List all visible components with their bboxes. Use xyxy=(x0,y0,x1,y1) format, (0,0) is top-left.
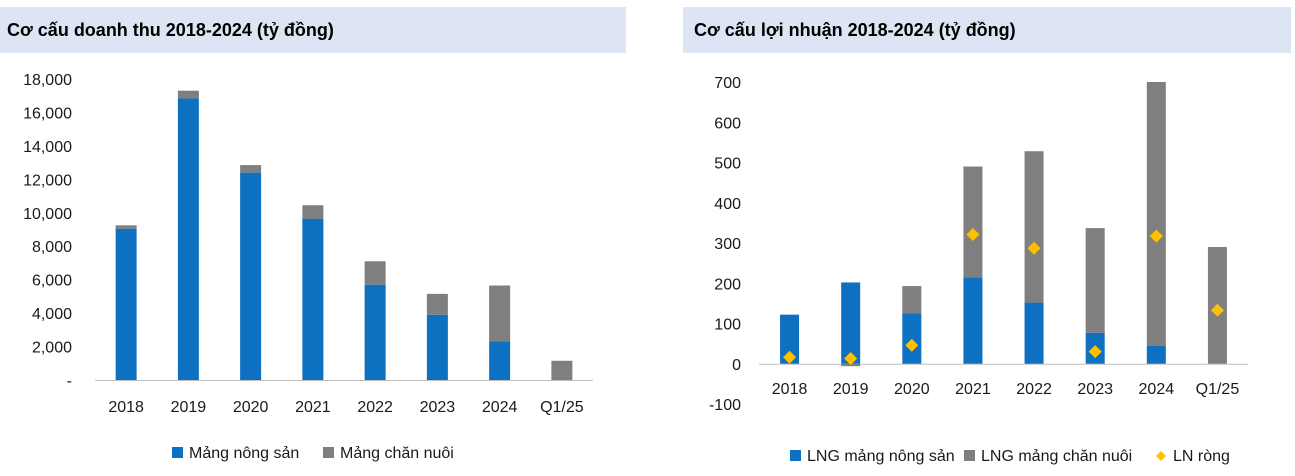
y-tick-label: 200 xyxy=(714,276,741,293)
profit-chart-panel: Cơ cấu lợi nhuận 2018-2024 (tỷ đồng) -10… xyxy=(683,0,1295,476)
bar-chan-nuoi xyxy=(240,165,262,173)
bar-chan-nuoi xyxy=(364,261,386,285)
y-tick-label: 400 xyxy=(714,196,741,213)
x-tick-label: 2022 xyxy=(1016,381,1052,398)
y-tick-label: 18,000 xyxy=(23,72,72,89)
y-tick-label: 0 xyxy=(732,357,741,374)
legend-swatch-lng-chan-nuoi xyxy=(964,450,975,461)
y-tick-label: -100 xyxy=(709,397,741,414)
bar-nong-san xyxy=(302,218,324,380)
x-tick-label: 2023 xyxy=(420,399,456,416)
revenue-chart: - 2,000 4,000 6,000 8,000 10,000 12,000 14,000 1… xyxy=(23,72,593,462)
bar-nong-san xyxy=(177,98,199,380)
ln-rong-marker xyxy=(966,228,980,242)
bar-nong-san xyxy=(364,284,386,380)
y-tick-label: 14,000 xyxy=(23,139,72,156)
x-tick-label: 2024 xyxy=(482,399,518,416)
y-tick-label: 4,000 xyxy=(32,306,72,323)
bar-lng-nong-san xyxy=(841,282,861,364)
x-tick-label: 2018 xyxy=(108,399,144,416)
bar-lng-chan-nuoi xyxy=(902,286,922,314)
bar-lng-chan-nuoi xyxy=(1085,228,1105,333)
legend-label: LNG mảng nông sản xyxy=(807,448,955,465)
bar-nong-san xyxy=(426,314,448,380)
ln-rong-marker xyxy=(1210,303,1224,317)
y-tick-label: 500 xyxy=(714,156,741,173)
ln-rong-marker xyxy=(1149,229,1163,243)
x-tick-label: Q1/25 xyxy=(1196,381,1240,398)
bar-lng-nong-san xyxy=(902,313,922,364)
x-tick-label: 2024 xyxy=(1139,381,1175,398)
ln-rong-marker xyxy=(844,352,858,366)
bar-lng-chan-nuoi xyxy=(1146,82,1166,346)
y-tick-label: 8,000 xyxy=(32,239,72,256)
x-tick-label: 2020 xyxy=(233,399,269,416)
legend-swatch-nong-san xyxy=(172,447,183,458)
x-tick-label: Q1/25 xyxy=(540,399,584,416)
bar-chan-nuoi xyxy=(551,360,573,380)
profit-chart: -100 0 100 200 300 400 500 600 700 2018 2019 2020 20… xyxy=(709,75,1248,465)
x-tick-label: 2022 xyxy=(357,399,393,416)
bar-nong-san xyxy=(240,172,262,380)
y-tick-label: 600 xyxy=(714,115,741,132)
legend-swatch-chan-nuoi xyxy=(323,447,334,458)
legend-label: Mảng chăn nuôi xyxy=(340,445,454,462)
bar-lng-nong-san xyxy=(1024,302,1044,364)
x-tick-label: 2020 xyxy=(894,381,930,398)
x-tick-label: 2019 xyxy=(833,381,869,398)
x-tick-label: 2021 xyxy=(295,399,331,416)
y-tick-label: 6,000 xyxy=(32,273,72,290)
x-tick-label: 2021 xyxy=(955,381,991,398)
profit-chart-title: Cơ cấu lợi nhuận 2018-2024 (tỷ đồng) xyxy=(683,7,1291,53)
y-tick-label: 700 xyxy=(714,75,741,92)
bar-chan-nuoi xyxy=(115,225,137,229)
ln-rong-marker xyxy=(905,338,919,352)
bar-lng-nong-san xyxy=(1146,345,1166,364)
y-tick-label: 2,000 xyxy=(32,340,72,357)
y-tick-label: 300 xyxy=(714,236,741,253)
y-tick-label: - xyxy=(67,373,72,390)
bar-nong-san xyxy=(489,341,511,380)
y-tick-label: 12,000 xyxy=(23,172,72,189)
bar-chan-nuoi xyxy=(177,90,199,99)
bar-lng-nong-san xyxy=(963,277,983,364)
legend-swatch-lng-nong-san xyxy=(790,450,801,461)
ln-rong-marker xyxy=(1088,345,1102,359)
x-tick-label: 2019 xyxy=(171,399,207,416)
ln-rong-marker xyxy=(1027,241,1041,255)
bar-chan-nuoi xyxy=(489,285,511,342)
bar-nong-san xyxy=(115,228,137,380)
bar-chan-nuoi xyxy=(426,293,448,315)
x-tick-label: 2023 xyxy=(1077,381,1113,398)
legend-label: Mảng nông sản xyxy=(189,445,299,462)
y-tick-label: 10,000 xyxy=(23,206,72,223)
ln-rong-marker xyxy=(783,350,797,364)
legend-marker-ln-rong xyxy=(1156,451,1166,461)
bar-lng-chan-nuoi xyxy=(963,166,983,278)
y-tick-label: 16,000 xyxy=(23,105,72,122)
bar-lng-chan-nuoi xyxy=(1024,151,1044,303)
revenue-chart-panel: Cơ cấu doanh thu 2018-2024 (tỷ đồng) - 2,… xyxy=(0,0,628,476)
revenue-chart-title: Cơ cấu doanh thu 2018-2024 (tỷ đồng) xyxy=(0,7,626,53)
y-tick-label: 100 xyxy=(714,317,741,334)
bar-chan-nuoi xyxy=(302,205,324,219)
x-tick-label: 2018 xyxy=(772,381,808,398)
legend-label: LN ròng xyxy=(1173,448,1230,465)
legend-label: LNG mảng chăn nuôi xyxy=(981,448,1132,465)
bar-lng-nong-san xyxy=(780,314,800,364)
